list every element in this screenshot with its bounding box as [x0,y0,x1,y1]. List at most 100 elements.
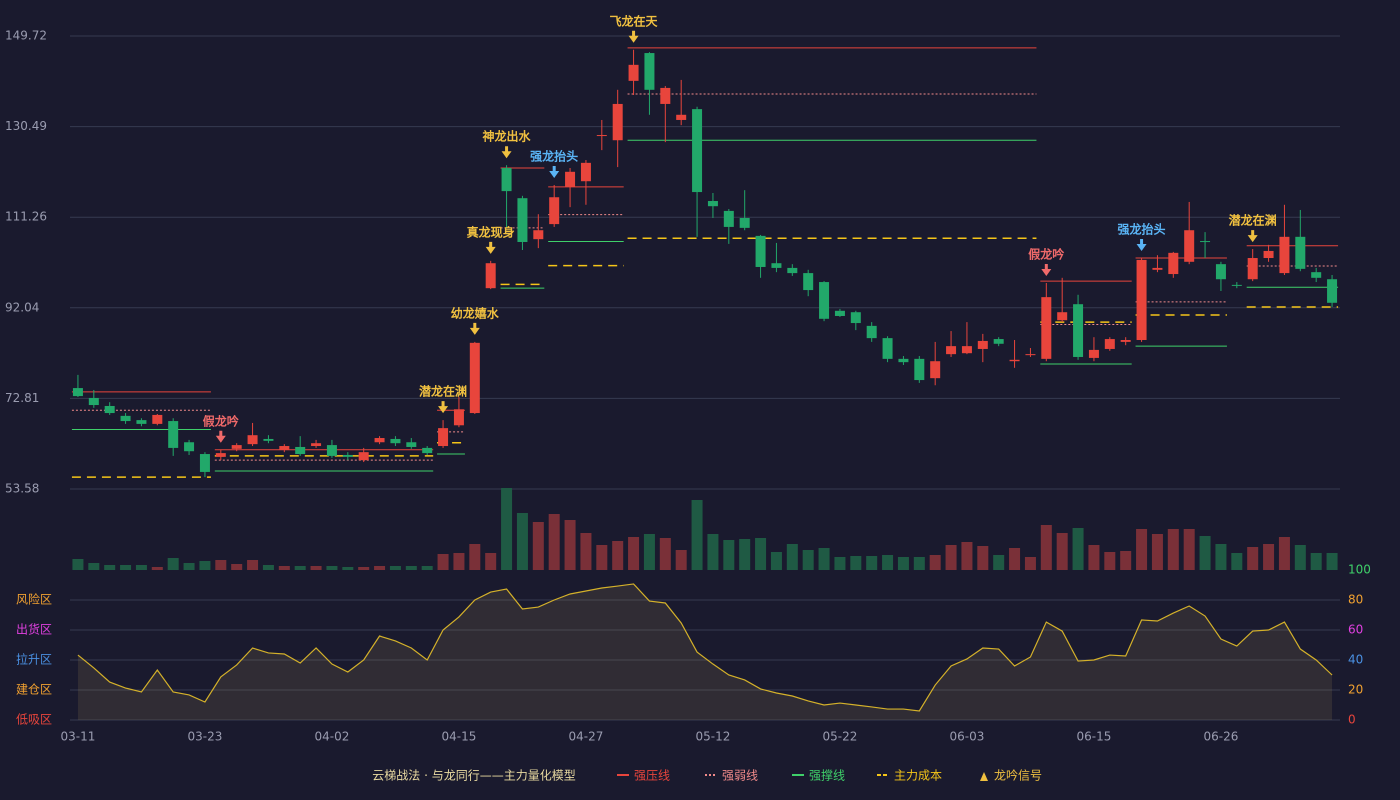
volume-bar [1088,545,1100,570]
candle-body [946,346,957,355]
volume-bar [929,555,941,570]
signal-arrow [501,146,512,159]
volume-bar [993,555,1005,570]
signal-label: 神龙出水 [483,129,532,144]
candle-body [1088,349,1099,358]
candle-body [533,230,544,240]
volume-bar [72,559,84,570]
candle-body [1025,354,1036,356]
volume-bar [1009,548,1021,570]
candle-body [707,201,718,207]
volume-bar [389,566,401,570]
candle-body [501,168,512,192]
candle-body [136,420,147,424]
candle-body [1104,339,1115,349]
x-tick-label: 06-15 [1077,730,1112,744]
candle-body [803,273,814,291]
volume-bar [247,560,259,570]
candle-body [215,453,226,457]
osc-tick-label: 60 [1348,623,1363,637]
signal-label: 幼龙嬉水 [451,305,500,320]
candle-body [961,346,972,354]
signal-label: 假龙吟 [203,413,239,428]
volume-bar [199,561,211,570]
candle-body [1057,312,1068,321]
candle-body [930,361,941,379]
volume-bar [88,563,100,570]
signal-label: 飞龙在天 [610,13,659,28]
volume-bar [628,537,640,570]
y-tick-label: 72.81 [5,391,39,405]
candle-body [1295,236,1306,269]
volume-bar [1199,536,1211,570]
osc-tick-label: 0 [1348,713,1356,727]
candle-body [184,442,195,452]
signal-arrow [549,165,560,178]
candle-body [882,338,893,359]
signal-label: 强龙抬头 [530,148,578,163]
volume-bar [1294,545,1306,570]
candle-body [1263,250,1274,259]
candle-body [866,325,877,339]
volume-bar [120,565,132,570]
legend-label: 龙吟信号 [994,768,1042,783]
candle-body [1136,259,1147,341]
volume-bar [882,555,894,570]
volume-bar [1072,528,1084,570]
candle-body [406,442,417,447]
volume-bar [501,488,513,570]
legend-label: 强弱线 [722,769,758,783]
volume-bar [1040,525,1052,570]
candle-body [1231,284,1242,286]
legend-title: 云梯战法 · 与龙同行——主力量化模型 [372,769,575,783]
signal-label: 潜龙在渊 [419,384,467,399]
candle-body [755,235,766,267]
signal-label: 假龙吟 [1028,246,1064,261]
volume-bar [564,520,576,570]
candle-body [88,397,99,406]
volume-bar [834,557,846,570]
legend-swatch [980,772,988,781]
candle-body [1073,304,1084,357]
candle-body [1311,272,1322,278]
volume-bar [294,566,306,570]
volume-bar [437,554,449,570]
candle-body [72,388,83,397]
candle-body [771,263,782,268]
candle-body [850,312,861,324]
volume-bar [691,500,703,570]
candle-body [628,64,639,81]
volume-bar [1326,553,1338,570]
signal-arrow [438,401,449,414]
volume-bar [485,553,497,570]
zone-label: 出货区 [16,622,52,637]
volume-bar [802,550,814,570]
candle-body [1184,230,1195,262]
volume-bar [1056,533,1068,570]
candle-body [692,109,703,193]
osc-tick-label: 20 [1348,683,1363,697]
volume-bar [421,566,433,570]
candle-body [1327,279,1338,303]
zone-label: 风险区 [16,592,52,607]
volume-bar [326,566,338,570]
volume-bar [1151,534,1163,570]
osc-line [77,583,1333,712]
volume-bar [1183,529,1195,570]
candle-body [485,263,496,289]
candle-body [644,53,655,90]
signal-arrow [628,30,639,43]
signal-arrow [485,241,496,254]
candle-body [374,438,385,443]
y-tick-label: 111.26 [5,210,47,224]
volume-bar [548,514,560,570]
volume-bar [374,566,386,570]
x-tick-label: 05-22 [823,730,858,744]
volume-bar [215,560,227,570]
candle-body [676,114,687,120]
volume-bar [945,545,957,570]
volume-bar [596,545,608,570]
candle-body [787,267,798,274]
volume-bar [866,556,878,570]
volume-bar [469,544,481,570]
